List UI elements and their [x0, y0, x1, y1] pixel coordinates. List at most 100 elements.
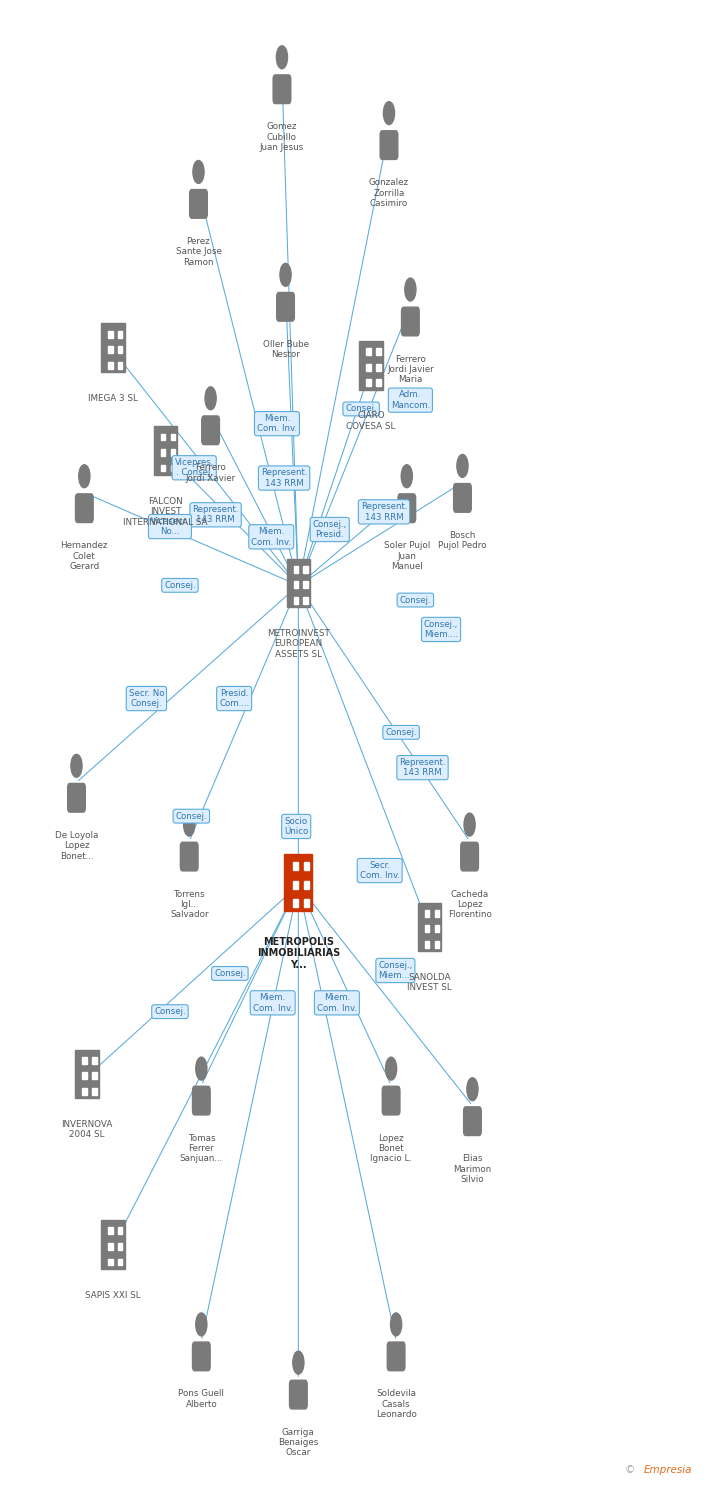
Circle shape [401, 465, 412, 488]
Text: Elias
Marimon
Silvio: Elias Marimon Silvio [454, 1155, 491, 1184]
Bar [376, 380, 381, 386]
Bar [108, 1244, 113, 1250]
FancyBboxPatch shape [273, 75, 290, 104]
Circle shape [183, 813, 195, 836]
Bar [425, 910, 430, 916]
Bar [92, 1058, 97, 1064]
Bar [293, 880, 298, 888]
Text: Presid.
Com....: Presid. Com.... [219, 688, 249, 708]
Text: Secr.
Com. Inv.: Secr. Com. Inv. [360, 861, 400, 880]
Text: Cacheda
Lopez
Florentino: Cacheda Lopez Florentino [448, 890, 491, 920]
Text: IMEGA 3 SL: IMEGA 3 SL [88, 394, 138, 404]
Bar [304, 880, 309, 888]
FancyBboxPatch shape [461, 842, 478, 872]
Bar [425, 926, 430, 933]
Bar [108, 346, 113, 352]
Text: Vicepres.
. Consej.: Vicepres. . Consej. [175, 458, 214, 477]
Circle shape [196, 1058, 207, 1080]
Bar [118, 1227, 122, 1234]
FancyBboxPatch shape [287, 558, 310, 608]
FancyBboxPatch shape [181, 842, 198, 872]
Text: Represent.
143 RRM: Represent. 143 RRM [261, 468, 307, 488]
Bar [92, 1088, 97, 1095]
Text: Miem.
Com. Inv.: Miem. Com. Inv. [317, 993, 357, 1012]
FancyBboxPatch shape [154, 426, 178, 476]
Circle shape [79, 465, 90, 488]
Bar [304, 862, 309, 870]
FancyBboxPatch shape [190, 189, 207, 217]
Bar [366, 364, 371, 370]
FancyBboxPatch shape [360, 340, 383, 390]
Text: Perez
Sante Jose
Ramon: Perez Sante Jose Ramon [175, 237, 221, 267]
Circle shape [384, 102, 395, 125]
Text: Pons Guell
Alberto: Pons Guell Alberto [178, 1389, 224, 1408]
Text: Consej.: Consej. [345, 405, 377, 414]
Circle shape [280, 264, 291, 286]
Bar [170, 448, 175, 456]
FancyBboxPatch shape [398, 494, 416, 522]
Text: De Loyola
Lopez
Bonet...: De Loyola Lopez Bonet... [55, 831, 98, 861]
Text: Bosch
Pujol Pedro: Bosch Pujol Pedro [438, 531, 487, 550]
Text: Soler Pujol
Juan
Manuel: Soler Pujol Juan Manuel [384, 542, 430, 572]
Text: Tomas
Ferrer
Sanjuan...: Tomas Ferrer Sanjuan... [180, 1134, 223, 1164]
Bar [161, 448, 165, 456]
Text: Miem.
Com. Inv.: Miem. Com. Inv. [251, 526, 291, 546]
Text: Consej.: Consej. [385, 728, 417, 736]
Text: Consej.,
Presid.: Consej., Presid. [312, 520, 347, 538]
Circle shape [71, 754, 82, 777]
FancyBboxPatch shape [285, 853, 312, 910]
Bar [108, 1227, 113, 1234]
Circle shape [467, 1077, 478, 1101]
Bar [118, 346, 122, 352]
Bar [366, 348, 371, 355]
FancyBboxPatch shape [464, 1107, 481, 1136]
Text: METROPOLIS
INMOBILIARIAS
Y...: METROPOLIS INMOBILIARIAS Y... [257, 938, 340, 970]
Bar [82, 1058, 87, 1064]
Bar [304, 597, 308, 604]
Text: Ferrero
Jordi Javier
Maria: Ferrero Jordi Javier Maria [387, 354, 434, 384]
Bar [435, 926, 439, 933]
Circle shape [405, 278, 416, 302]
Text: Represent.
143 RRM: Represent. 143 RRM [399, 758, 446, 777]
FancyBboxPatch shape [277, 292, 294, 321]
Bar [108, 362, 113, 369]
Circle shape [196, 1312, 207, 1336]
FancyBboxPatch shape [418, 903, 441, 951]
Text: SAPIS XXI SL: SAPIS XXI SL [85, 1290, 141, 1299]
Text: CIARO
COVESA SL: CIARO COVESA SL [347, 411, 396, 430]
Circle shape [205, 387, 216, 410]
Text: Consej.,
Miem....: Consej., Miem.... [379, 962, 413, 980]
Text: Represent.
143 RRM: Represent. 143 RRM [361, 503, 407, 522]
Bar [293, 597, 298, 604]
Text: Empresia: Empresia [644, 1464, 692, 1474]
Bar [293, 862, 298, 870]
Text: INVERNOVA
2004 SL: INVERNOVA 2004 SL [61, 1120, 113, 1140]
FancyBboxPatch shape [76, 494, 93, 522]
Text: Gonzalez
Zorrilla
Casimiro: Gonzalez Zorrilla Casimiro [369, 178, 409, 209]
FancyBboxPatch shape [402, 308, 419, 336]
Bar [108, 332, 113, 338]
Circle shape [386, 1058, 397, 1080]
Text: Garriga
Benaiges
Oscar: Garriga Benaiges Oscar [278, 1428, 319, 1458]
FancyBboxPatch shape [380, 130, 397, 159]
Text: Lopez
Bonet
Ignacio L.: Lopez Bonet Ignacio L. [370, 1134, 412, 1164]
Bar [170, 433, 175, 441]
Text: Represent.
143 RRM: Represent. 143 RRM [192, 506, 239, 525]
Text: Consej.: Consej. [214, 969, 245, 978]
FancyBboxPatch shape [454, 483, 471, 512]
Bar [435, 910, 439, 916]
Bar [161, 465, 165, 471]
Bar [376, 364, 381, 370]
FancyBboxPatch shape [202, 416, 219, 444]
Bar [293, 582, 298, 588]
Bar [366, 380, 371, 386]
Text: Vicesecr.
No...: Vicesecr. No... [151, 518, 189, 537]
FancyBboxPatch shape [192, 1342, 210, 1371]
Circle shape [390, 1312, 402, 1336]
Circle shape [193, 160, 204, 183]
Circle shape [457, 454, 468, 477]
Text: Consej.,
Miem....: Consej., Miem.... [424, 620, 458, 639]
Text: METROINVEST
EUROPEAN
ASSETS SL: METROINVEST EUROPEAN ASSETS SL [267, 628, 330, 658]
Bar [304, 898, 309, 908]
Text: FALCON
INVEST
INTERNATIONAL SA: FALCON INVEST INTERNATIONAL SA [124, 496, 208, 526]
